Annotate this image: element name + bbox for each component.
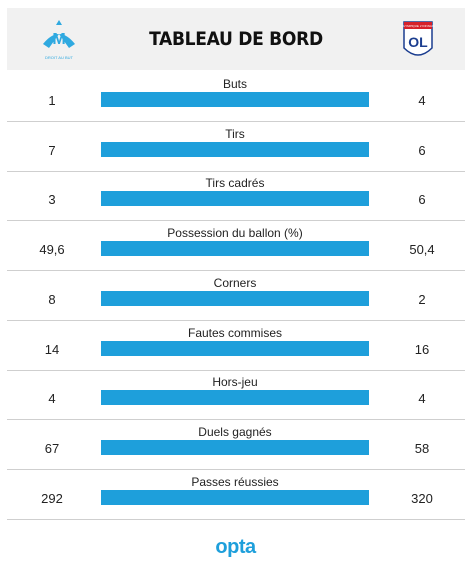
- home-value: 8: [48, 291, 56, 307]
- stat-row: Tirs 7 6: [7, 122, 465, 172]
- away-value: 2: [418, 291, 426, 307]
- stat-row: Corners 8 2: [7, 271, 465, 321]
- stat-row: Tirs cadrés 3 6: [7, 171, 465, 222]
- stat-bar: [101, 340, 369, 356]
- title: TABLEAU DE BORD: [149, 28, 323, 50]
- stat-row: Duels gagnés 67 58: [7, 420, 465, 470]
- stat-bar: [101, 92, 369, 107]
- stat-label: Corners: [213, 275, 257, 290]
- logo-banner: [404, 22, 432, 29]
- logo-star: [56, 20, 62, 25]
- stat-row: Fautes commises 14 16: [7, 321, 465, 371]
- logo-shield: [403, 21, 433, 56]
- away-value: 6: [418, 142, 426, 158]
- stat-label: Tirs: [225, 126, 245, 141]
- home-logo: M DROIT AU BUT: [43, 20, 75, 60]
- home-value: 49,6: [39, 242, 65, 258]
- stat-bar: [101, 141, 369, 157]
- footer-brand: opta: [215, 536, 256, 558]
- header: M DROIT AU BUT TABLEAU DE BORD OLYMPIQUE…: [7, 8, 465, 70]
- stat-label: Passes réussies: [191, 474, 279, 489]
- stat-bar: [101, 489, 369, 505]
- away-value: 4: [418, 391, 426, 407]
- away-value: 16: [414, 341, 430, 357]
- stat-label: Hors-jeu: [212, 375, 258, 390]
- home-value: 3: [48, 192, 56, 208]
- home-value: 1: [48, 93, 56, 108]
- logo-monogram: OL: [408, 34, 428, 50]
- logo-shape: [43, 34, 75, 48]
- stat-label: Tirs cadrés: [205, 176, 265, 191]
- logo-monogram: M: [52, 31, 65, 48]
- home-value: 7: [48, 142, 56, 158]
- away-value: 58: [414, 440, 430, 456]
- away-value: 50,4: [409, 242, 435, 258]
- home-value: 67: [44, 440, 60, 456]
- away-logo: OLYMPIQUE LYONNAIS OL: [401, 21, 435, 56]
- stat-bar: [101, 191, 369, 207]
- away-value: 4: [418, 93, 426, 108]
- stat-label: Possession du ballon (%): [167, 226, 303, 241]
- stat-label: Duels gagnés: [198, 424, 272, 439]
- home-value: 14: [44, 341, 60, 357]
- stat-bar: [101, 290, 369, 306]
- away-value: 320: [411, 490, 433, 506]
- home-value: 4: [48, 391, 56, 407]
- stat-row: Passes réussies 292 320: [7, 470, 465, 520]
- stat-label: Buts: [222, 77, 247, 91]
- stat-bar: [101, 439, 369, 455]
- stat-row: Hors-jeu 4 4: [7, 370, 465, 421]
- stat-bar: [101, 241, 369, 257]
- home-value: 292: [41, 490, 63, 506]
- stat-row: Possession du ballon (%) 49,6 50,4: [7, 221, 465, 272]
- logo-text: OLYMPIQUE LYONNAIS: [401, 24, 434, 28]
- stat-row: Buts 1 4: [7, 72, 465, 122]
- logo-text: DROIT AU BUT: [45, 55, 73, 60]
- stat-label: Fautes commises: [187, 325, 283, 340]
- stat-bar: [101, 390, 369, 406]
- away-value: 6: [418, 192, 426, 208]
